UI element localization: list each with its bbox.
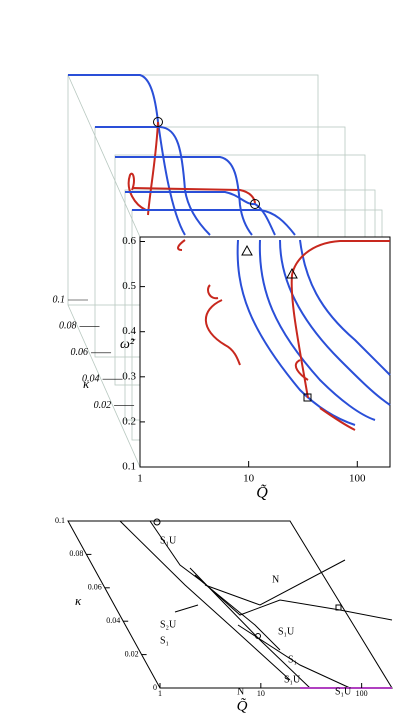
kappa-label: κ [83,376,90,391]
kappa-tick-label: 0.02 [125,649,139,658]
front-plot-frame [139,236,391,468]
kappa-tick-label: 0.04 [106,616,120,625]
y-tick-label: 0.5 [122,280,136,292]
kappa-tick-label: 0 [153,683,157,692]
y-tick-label: 0.3 [122,370,136,382]
bottom-kappa-label: κ [75,593,82,608]
x-tick-label: 100 [356,689,368,698]
region-label: S₁ [160,635,169,646]
bottom-boundaries [119,518,393,689]
region-label: S₁U [284,674,301,685]
kappa-tick-label: 0.02 [94,400,112,411]
y-tick-label: 0.6 [122,235,136,247]
kappa-tick-label: 0.1 [55,516,65,525]
kappa-tick-label: 0.06 [71,347,89,358]
bottom-x-label: Q̃ [237,698,248,715]
region-label: N [237,686,244,697]
region-label: S₁ [288,654,297,665]
front-curves [177,239,391,431]
y-axis-label: ω̃² [120,337,136,352]
x-tick-label: 100 [349,473,366,485]
x-tick-label: 1 [158,689,162,698]
kappa-tick-label: 0.1 [53,294,66,305]
back-curves [68,74,296,236]
y-tick-label: 0.4 [122,325,136,337]
region-label: N [272,574,279,585]
x-tick-label: 10 [257,689,265,698]
kappa-tick-label: 0.04 [82,373,100,384]
y-tick-label: 0.1 [122,461,136,473]
x-tick-label: 10 [243,473,255,485]
y-tick-label: 0.2 [122,415,136,427]
kappa-tick-label: 0.06 [88,583,102,592]
region-label: S₁U [335,686,352,697]
kappa-tick-label: 0.08 [59,321,77,332]
region-label: S₂U [160,619,177,630]
region-label: S₁U [160,535,177,546]
x-tick-label: 1 [137,473,143,485]
x-axis-label: Q̃ [256,484,268,502]
kappa-tick-label: 0.08 [69,549,83,558]
region-label: S₁U [278,626,295,637]
